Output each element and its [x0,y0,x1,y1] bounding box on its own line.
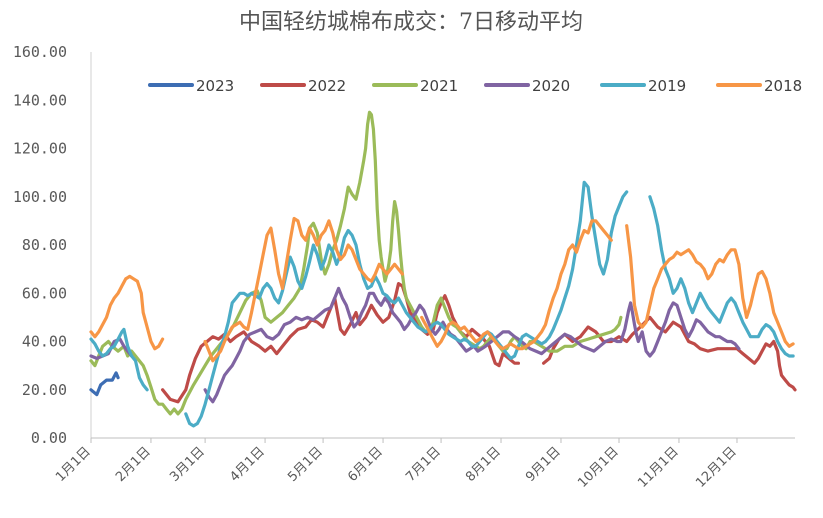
x-tick-label: 3月1日 [167,444,208,485]
x-tick-label: 10月1日 [575,444,622,491]
y-tick-label: 120.00 [13,140,67,158]
series-line-2020 [89,337,134,360]
legend-label-2020: 2020 [532,77,570,95]
series-line-2018 [625,224,795,348]
x-tick-labels: 1月1日 2月1日 3月1日 4月1日 5月1日 6月1日 7月1日 8月1日 9月1日 10月1… [53,438,740,491]
legend-label-2018: 2018 [764,77,802,95]
series-line-2018 [420,219,613,351]
y-tick-label: 60.00 [22,284,67,302]
x-tick-label: 5月1日 [285,444,326,485]
y-tick-label: 20.00 [22,381,67,399]
y-tick-label: 140.00 [13,91,67,109]
x-tick-label: 6月1日 [345,444,386,485]
legend-label-2022: 2022 [308,77,346,95]
chart-title: 中国轻纺城棉布成交：7日移动平均 [239,10,583,35]
plot-area: 0.00 20.00 40.00 60.00 80.00 100.00 120.00 140.… [13,43,797,491]
y-tick-label: 0.00 [31,429,67,447]
x-tick-label: 2月1日 [113,444,154,485]
series-line-2018 [203,216,404,363]
x-tick-label: 7月1日 [403,444,444,485]
series-line-2023 [89,371,120,397]
y-tick-label: 40.00 [22,333,67,351]
series-line-2019 [648,195,795,358]
y-tick-label: 80.00 [22,236,67,254]
legend-label-2019: 2019 [648,77,686,95]
series-line-2022 [541,315,797,392]
y-tick-label: 160.00 [13,43,67,61]
series-line-2020 [203,286,741,404]
x-tick-label: 12月1日 [693,444,740,491]
legend-label-2021: 2021 [420,77,458,95]
x-tick-label: 1月1日 [53,444,94,485]
series-line-2022 [161,282,521,404]
x-tick-label: 4月1日 [227,444,268,485]
x-tick-label: 9月1日 [523,444,564,485]
legend-label-2023: 2023 [196,77,234,95]
series-lines [89,110,797,428]
y-tick-labels: 0.00 20.00 40.00 60.00 80.00 100.00 120.00 140.… [13,43,67,447]
x-tick-label: 8月1日 [463,444,504,485]
y-tick-label: 100.00 [13,188,67,206]
legend: 2023 2022 2021 2020 2019 2018 [148,77,802,95]
series-line-2018 [89,274,165,351]
x-tick-label: 11月1日 [635,444,682,491]
series-line-2019 [89,327,149,392]
series-line-2019 [184,180,629,428]
